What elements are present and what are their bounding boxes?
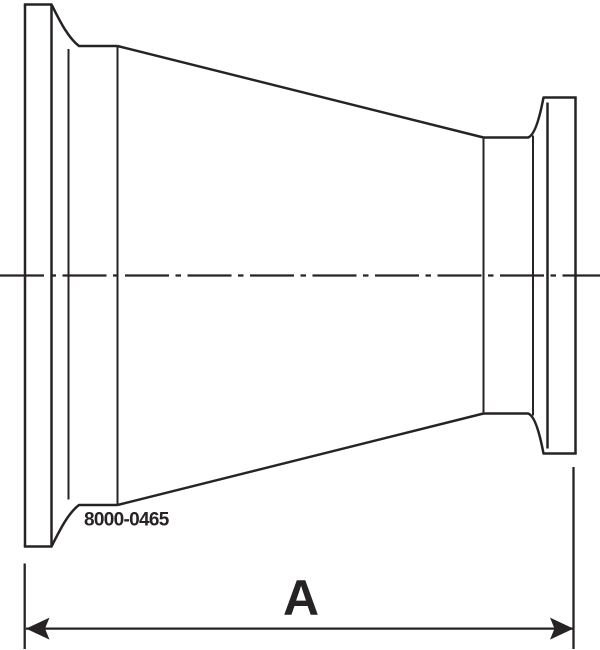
dimension-a: A: [23, 467, 575, 649]
part-number-label: 8000-0465: [84, 510, 170, 531]
right-ferrule-lower-outline: [483, 412, 577, 455]
cone-bottom-edge: [117, 412, 484, 507]
left-ferrule: [23, 3, 119, 548]
cone-body: [117, 44, 484, 507]
dimension-label: A: [283, 570, 319, 626]
right-ferrule: [482, 96, 577, 455]
right-ferrule-upper-outline: [483, 96, 577, 139]
dimension-arrow-left-icon: [26, 617, 50, 640]
left-ferrule-upper-outline: [23, 3, 118, 48]
dimension-arrow-right-icon: [550, 617, 574, 640]
cone-top-edge: [117, 44, 484, 139]
